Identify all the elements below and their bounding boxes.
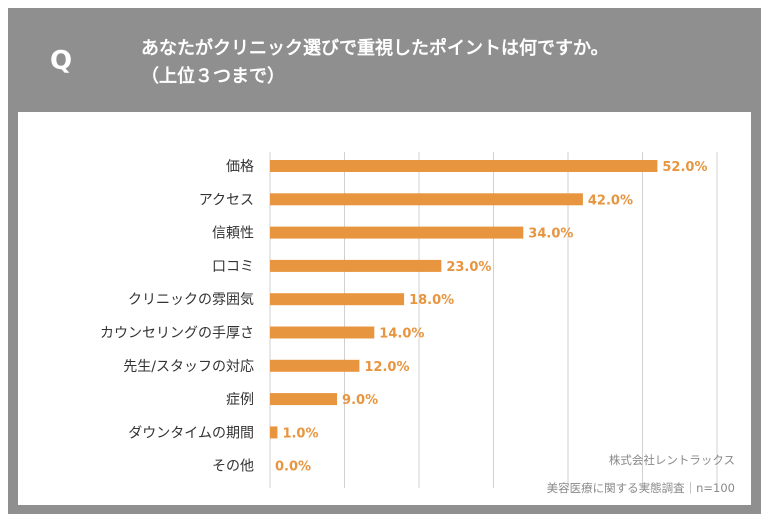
category-label: 価格 xyxy=(226,159,254,175)
source-company: 株式会社レントラックス xyxy=(608,453,735,467)
category-label: クリニックの雰囲気 xyxy=(128,292,254,308)
bar xyxy=(270,326,375,339)
question-title-line-1: あなたがクリニック選びで重視したポイントは何ですか。 xyxy=(141,38,609,59)
bar-chart: 価格 52.0% アクセス 42.0% 信頼性 34.0% 口コミ 23.0% クリニックの雰囲… xyxy=(100,152,718,488)
value-label: 0.0% xyxy=(275,460,311,475)
category-label: その他 xyxy=(212,459,254,475)
question-title: あなたがクリニック選びで重視したポイントは何ですか。 （上位３つまで） xyxy=(141,35,609,91)
source-survey: 美容医療に関する実態調査｜n=100 xyxy=(546,481,735,495)
value-label: 1.0% xyxy=(282,426,318,441)
question-title-line-2: （上位３つまで） xyxy=(141,66,285,87)
category-label: カウンセリングの手厚さ xyxy=(100,326,254,342)
bar xyxy=(270,160,658,172)
bar xyxy=(270,426,278,439)
question-header: Q あなたがクリニック選びで重視したポイントは何ですか。 （上位３つまで） xyxy=(8,8,761,113)
chart-frame: Q あなたがクリニック選びで重視したポイントは何ですか。 （上位３つまで） 価格… xyxy=(8,8,761,514)
category-label: 先生/スタッフの対応 xyxy=(123,359,254,375)
value-label: 14.0% xyxy=(379,327,424,342)
bar xyxy=(270,393,338,406)
value-label: 18.0% xyxy=(409,293,454,308)
bar xyxy=(270,226,524,239)
value-label: 12.0% xyxy=(364,360,409,375)
value-label: 34.0% xyxy=(528,227,573,242)
bar xyxy=(270,359,360,372)
category-label: ダウンタイムの期間 xyxy=(128,425,254,441)
value-label: 23.0% xyxy=(446,260,491,275)
bar xyxy=(270,293,405,306)
category-label: 信頼性 xyxy=(212,226,254,242)
chart-panel: 価格 52.0% アクセス 42.0% 信頼性 34.0% 口コミ 23.0% クリニックの雰囲… xyxy=(18,112,751,505)
category-label: アクセス xyxy=(199,192,254,208)
value-label: 52.0% xyxy=(662,160,707,175)
value-label: 9.0% xyxy=(342,393,378,408)
source-note: 株式会社レントラックス 美容医療に関する実態調査｜n=100 xyxy=(547,446,735,502)
category-label: 口コミ xyxy=(212,259,254,275)
bar xyxy=(270,259,442,272)
value-label: 42.0% xyxy=(588,193,633,208)
bar xyxy=(270,193,583,206)
question-marker: Q xyxy=(50,46,73,76)
category-label: 症例 xyxy=(226,392,254,408)
